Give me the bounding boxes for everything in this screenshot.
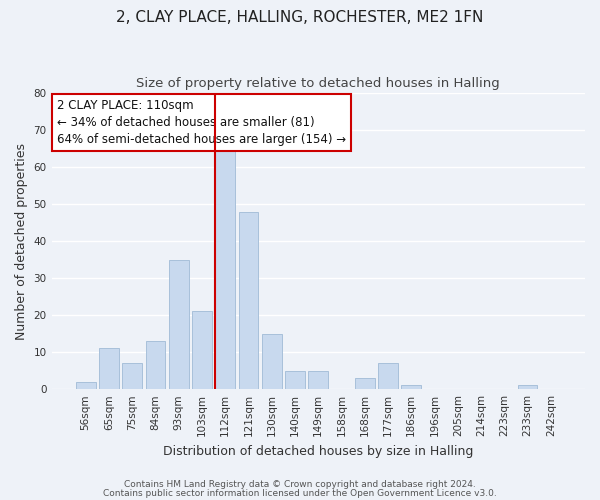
X-axis label: Distribution of detached houses by size in Halling: Distribution of detached houses by size … [163, 444, 473, 458]
Bar [215, 141, 235, 389]
Y-axis label: Number of detached properties: Number of detached properties [15, 142, 28, 340]
Text: 2, CLAY PLACE, HALLING, ROCHESTER, ME2 1FN: 2, CLAY PLACE, HALLING, ROCHESTER, ME2 1… [116, 10, 484, 25]
Bar [76, 382, 95, 389]
Bar [285, 370, 305, 389]
Bar [146, 341, 166, 389]
Bar [355, 378, 374, 389]
Text: 2 CLAY PLACE: 110sqm
← 34% of detached houses are smaller (81)
64% of semi-detac: 2 CLAY PLACE: 110sqm ← 34% of detached h… [57, 99, 346, 146]
Bar [401, 386, 421, 389]
Bar [308, 370, 328, 389]
Text: Contains HM Land Registry data © Crown copyright and database right 2024.: Contains HM Land Registry data © Crown c… [124, 480, 476, 489]
Bar [192, 312, 212, 389]
Text: Contains public sector information licensed under the Open Government Licence v3: Contains public sector information licen… [103, 488, 497, 498]
Bar [239, 212, 259, 389]
Bar [378, 364, 398, 389]
Bar [169, 260, 188, 389]
Bar [122, 364, 142, 389]
Bar [518, 386, 538, 389]
Bar [262, 334, 281, 389]
Bar [99, 348, 119, 389]
Title: Size of property relative to detached houses in Halling: Size of property relative to detached ho… [136, 78, 500, 90]
